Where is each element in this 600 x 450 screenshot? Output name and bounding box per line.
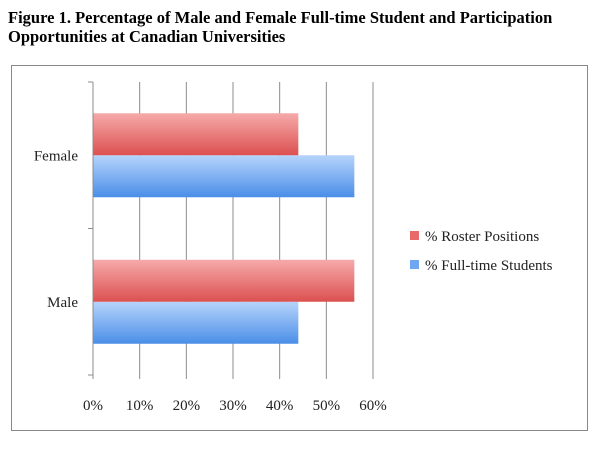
category-label: Male (47, 295, 78, 311)
x-tick-label: 40% (266, 398, 294, 414)
legend-label: % Roster Positions (425, 229, 539, 245)
x-tick-label: 20% (173, 398, 201, 414)
chart-frame (11, 65, 588, 431)
x-tick-label: 60% (359, 398, 387, 414)
bar-male-students (93, 301, 299, 344)
bar-female-students (93, 155, 355, 198)
x-tick-label: 50% (313, 398, 341, 414)
legend-swatch (410, 260, 419, 269)
bar-female-roster (93, 113, 299, 156)
x-tick-label: 30% (219, 398, 247, 414)
category-label: Female (34, 148, 78, 164)
bar-male-roster (93, 259, 355, 302)
legend-label: % Full-time Students (425, 258, 553, 274)
figure-title: Figure 1. Percentage of Male and Female … (8, 8, 553, 46)
x-tick-label: 10% (126, 398, 154, 414)
legend-swatch (410, 231, 419, 240)
x-tick-label: 0% (83, 398, 103, 414)
